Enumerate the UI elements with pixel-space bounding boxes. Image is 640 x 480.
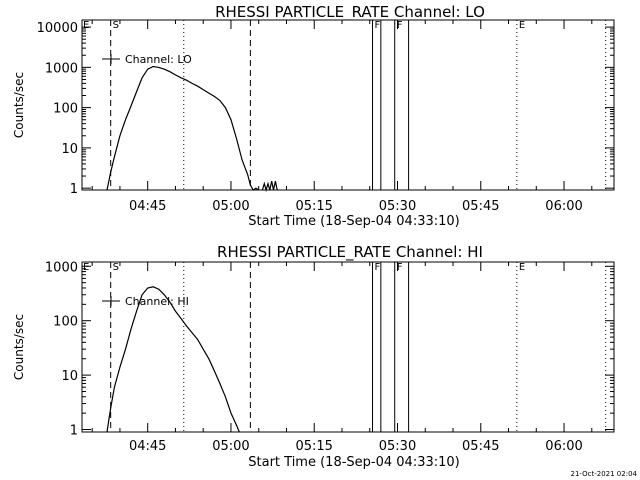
y-tick-label: 100 xyxy=(53,102,78,117)
plot-frame xyxy=(81,261,615,433)
event-marker-label: S xyxy=(113,262,119,273)
x-tick-label: 05:45 xyxy=(462,439,499,454)
x-tick-label: 04:45 xyxy=(129,199,166,214)
chart-title: RHESSI PARTICLE_RATE Channel: HI xyxy=(217,243,483,262)
data-series-line xyxy=(106,65,260,191)
x-tick-label: 05:30 xyxy=(379,199,416,214)
y-tick-label: 10 xyxy=(61,142,78,157)
x-tick-label: 05:00 xyxy=(212,439,249,454)
data-series-line xyxy=(261,180,278,193)
legend-label: Channel: LO xyxy=(125,53,192,66)
x-tick-label: 06:00 xyxy=(545,439,582,454)
x-axis-label: Start Time (18-Sep-04 04:33:10) xyxy=(248,214,459,229)
event-marker-label: S xyxy=(113,20,119,31)
y-axis-label: Counts/sec xyxy=(12,72,26,138)
panel-lo: RHESSI PARTICLE_RATE Channel: LO Counts/s… xyxy=(12,3,615,229)
x-tick-label: 06:00 xyxy=(545,199,582,214)
event-marker-label: F xyxy=(397,262,403,273)
x-tick-label: 05:00 xyxy=(212,199,249,214)
y-axis-label: Counts/sec xyxy=(12,314,26,380)
data-series-line xyxy=(106,286,240,433)
y-tick-label: 10 xyxy=(61,369,78,384)
x-tick-label: 04:45 xyxy=(129,439,166,454)
y-tick-label: 10000 xyxy=(37,21,78,36)
event-marker-label: E xyxy=(83,262,89,273)
x-tick-label: 05:45 xyxy=(462,199,499,214)
chart-title: RHESSI PARTICLE_RATE Channel: LO xyxy=(215,3,485,22)
plot-frame xyxy=(81,19,615,191)
x-axis-label: Start Time (18-Sep-04 04:33:10) xyxy=(248,455,459,470)
legend-label: Channel: HI xyxy=(125,295,189,308)
y-tick-label: 1 xyxy=(70,424,78,439)
y-tick-label: 1 xyxy=(70,182,78,197)
y-tick-label: 1000 xyxy=(45,61,78,76)
x-tick-label: 05:30 xyxy=(379,439,416,454)
event-marker-label: E xyxy=(519,20,525,31)
event-marker-label: E xyxy=(83,20,89,31)
event-marker-label: F xyxy=(375,262,381,273)
event-marker-label: E xyxy=(519,262,525,273)
event-marker-label: F xyxy=(397,20,403,31)
y-tick-label: 1000 xyxy=(45,260,78,275)
footer-timestamp: 21-Oct-2021 02:04 xyxy=(571,470,638,478)
y-tick-label: 100 xyxy=(53,315,78,330)
panel-hi: RHESSI PARTICLE_RATE Channel: HI Counts/s… xyxy=(12,243,615,470)
x-tick-label: 05:15 xyxy=(295,199,332,214)
x-tick-label: 05:15 xyxy=(295,439,332,454)
event-marker-label: F xyxy=(375,20,381,31)
